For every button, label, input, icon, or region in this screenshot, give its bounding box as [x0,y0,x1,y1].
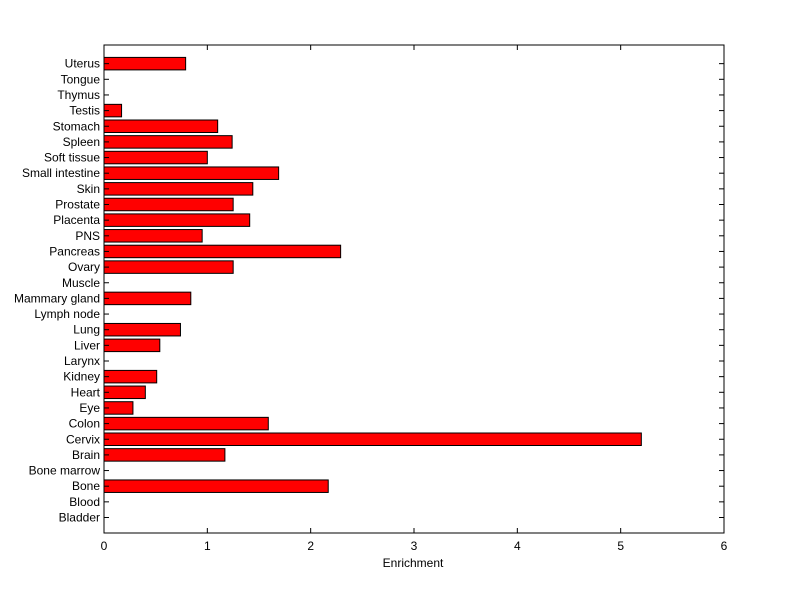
bar [103,260,234,274]
bar [103,385,146,400]
y-tick-label: Bone marrow [29,464,101,478]
x-tick-label: 5 [617,539,624,553]
y-tick-label: Heart [71,385,101,399]
x-axis-title: Enrichment [383,556,444,570]
bar [103,244,342,259]
y-tick-label: Mammary gland [14,291,100,305]
y-tick-label: Liver [74,338,100,352]
y-tick-label: Spleen [63,135,100,149]
y-tick-label: Blood [69,495,100,509]
bar [103,322,181,337]
y-tick-label: Eye [79,401,100,415]
y-tick-label: Bladder [59,511,100,525]
y-tick-label: Placenta [53,213,100,227]
bar [103,338,161,353]
bar [103,119,219,133]
bar [103,432,642,446]
y-tick-label: Cervix [66,432,100,446]
bar [103,479,329,493]
bar [103,166,280,180]
x-tick-label: 0 [101,539,108,553]
y-tick-label: Soft tissue [44,151,100,165]
y-tick-label: Thymus [57,88,100,102]
y-tick-label: Uterus [65,57,100,71]
x-tick-label: 6 [721,539,728,553]
bar [103,416,269,431]
y-tick-label: Testis [69,104,100,118]
y-tick-label: Tongue [61,72,101,86]
bar [103,291,192,306]
bar [103,135,233,149]
y-tick-label: Ovary [68,260,100,274]
y-tick-label: Brain [72,448,100,462]
y-tick-label: Skin [77,182,100,196]
bar [103,150,208,165]
y-tick-label: PNS [75,229,100,243]
x-tick-label: 1 [204,539,211,553]
bar [103,56,187,71]
bar [103,229,203,243]
y-tick-label: Prostate [55,198,100,212]
y-tick-label: Small intestine [22,166,100,180]
y-tick-label: Kidney [63,370,100,384]
bar [103,182,254,196]
bars [103,56,642,493]
x-tick-label: 3 [411,539,418,553]
y-tick-label: Lymph node [34,307,100,321]
y-tick-label: Pancreas [49,244,100,258]
y-tick-label: Colon [69,417,100,431]
x-tick-label: 4 [514,539,521,553]
bar [103,369,158,384]
y-tick-label: Lung [73,323,100,337]
x-tick-label: 2 [307,539,314,553]
bar [103,213,251,227]
bar [103,197,234,212]
y-tick-label: Stomach [53,119,100,133]
y-tick-label: Bone [72,479,100,493]
bar [103,448,226,462]
y-tick-label: Muscle [62,276,100,290]
y-tick-label: Larynx [64,354,100,368]
ticks [103,45,725,533]
